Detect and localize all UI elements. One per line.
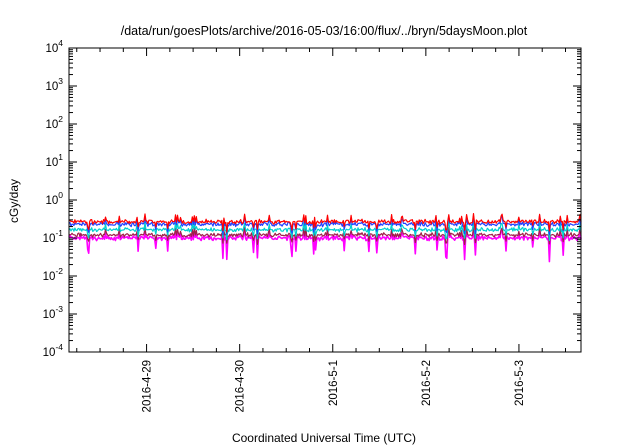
chart-title: /data/run/goesPlots/archive/2016-05-03/1… (121, 24, 528, 38)
y-tick-label: 10-1 (43, 228, 64, 245)
y-tick-label: 10-2 (43, 266, 64, 283)
x-tick-label: 2016-4-29 (142, 360, 154, 412)
series-line-2 (68, 226, 582, 246)
x-tick-label: 2016-5-1 (328, 360, 340, 406)
x-axis-label: Coordinated Universal Time (UTC) (232, 431, 416, 445)
y-tick-label: 100 (45, 190, 63, 207)
ticks-layer: 10-4 10-3 10-2 10-1 100 101 102 103 104 2016-4-29… (43, 38, 581, 412)
series-line-3 (68, 220, 582, 242)
x-tick-label: 2016-5-2 (421, 360, 433, 406)
y-tick-label: 10-3 (43, 304, 64, 321)
series-layer (68, 213, 582, 263)
series-line-1 (68, 227, 582, 263)
series-line-4 (68, 214, 582, 236)
y-axis-label: cGy/day (7, 179, 21, 223)
series-line-5 (68, 213, 582, 233)
x-tick-label: 2016-4-30 (235, 360, 247, 412)
y-tick-label: 10-4 (43, 342, 64, 359)
y-tick-label: 104 (45, 38, 63, 55)
plot-frame (68, 47, 582, 353)
y-tick-label: 102 (45, 114, 63, 131)
x-tick-label: 2016-5-3 (514, 360, 526, 406)
y-tick-label: 103 (45, 76, 63, 93)
y-tick-label: 101 (45, 152, 63, 169)
